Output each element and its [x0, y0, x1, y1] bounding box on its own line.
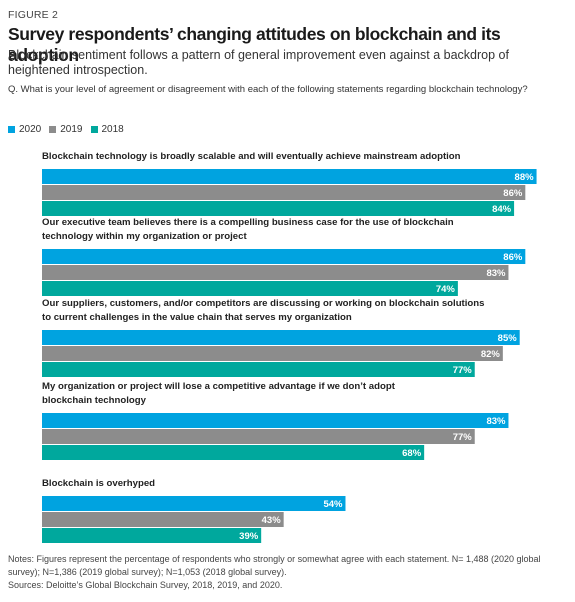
statement-label-line: Blockchain is overhyped — [42, 478, 155, 489]
bar-2018 — [42, 445, 425, 460]
chart-title: Survey respondents’ changing attitudes o… — [8, 24, 501, 65]
bar-2020 — [42, 249, 526, 264]
bar-2020 — [42, 169, 537, 184]
bar-value-label: 43% — [262, 515, 282, 526]
bar-2019 — [42, 429, 475, 444]
statement-label-line: My organization or project will lose a c… — [42, 381, 396, 392]
bar-value-label: 39% — [239, 531, 259, 542]
statement-label: Blockchain technology is broadly scalabl… — [42, 151, 461, 162]
notes-text: Notes: Figures represent the percentage … — [8, 554, 541, 577]
bar-value-label: 77% — [453, 432, 473, 443]
bar-2020 — [42, 413, 509, 428]
bar-chart: Blockchain technology is broadly scalabl… — [42, 151, 537, 543]
bar-value-label: 74% — [436, 284, 456, 295]
bar-2018 — [42, 528, 262, 543]
bar-value-label: 54% — [323, 499, 343, 510]
chart-notes: Notes: Figures represent the percentage … — [8, 553, 570, 592]
statement-label-line: Our suppliers, customers, and/or competi… — [42, 298, 484, 309]
legend-item-2020: 2020 — [8, 124, 41, 135]
chart-subtitle: Blockchain sentiment follows a pattern o… — [8, 48, 509, 77]
bar-2020 — [42, 496, 346, 511]
chart-legend: 2020 2019 2018 — [8, 124, 132, 135]
bar-2018 — [42, 281, 458, 296]
bar-2019 — [42, 346, 503, 361]
legend-swatch-2019 — [49, 126, 57, 133]
bar-value-label: 84% — [492, 204, 512, 215]
statement-label-line: Blockchain technology is broadly scalabl… — [42, 151, 461, 162]
bar-value-label: 83% — [486, 268, 506, 279]
bar-value-label: 83% — [486, 416, 506, 427]
statement-label: Our suppliers, customers, and/or competi… — [42, 298, 484, 323]
bar-2020 — [42, 330, 520, 345]
survey-question: Q. What is your level of agreement or di… — [8, 84, 528, 95]
legend-swatch-2020 — [8, 126, 15, 133]
legend-item-2019: 2019 — [49, 124, 83, 135]
bar-value-label: 86% — [503, 252, 523, 263]
bar-2018 — [42, 362, 475, 377]
legend-label-2020: 2020 — [19, 124, 42, 135]
statement-label: Blockchain is overhyped — [42, 478, 155, 489]
legend-label-2018: 2018 — [101, 124, 124, 135]
legend-swatch-2018 — [90, 126, 98, 133]
statement-label-line: to current challenges in the value chain… — [42, 312, 352, 323]
statement-label: Our executive team believes there is a c… — [42, 217, 454, 242]
figure-label: FIGURE 2 — [8, 9, 59, 21]
bar-2019 — [42, 265, 509, 280]
bar-2019 — [42, 512, 284, 527]
bar-value-label: 88% — [515, 172, 535, 183]
bar-value-label: 86% — [503, 188, 523, 199]
bar-value-label: 82% — [481, 349, 501, 360]
bar-value-label: 85% — [498, 333, 518, 344]
statement-label-line: technology within my organization or pro… — [42, 231, 247, 242]
statement-label: My organization or project will lose a c… — [42, 381, 396, 406]
statement-label-line: blockchain technology — [42, 395, 147, 406]
legend-label-2019: 2019 — [60, 124, 83, 135]
bar-value-label: 77% — [453, 365, 473, 376]
legend-item-2018: 2018 — [90, 124, 124, 135]
statement-label-line: Our executive team believes there is a c… — [42, 217, 454, 228]
sources-text: Sources: Deloitte’s Global Blockchain Su… — [8, 580, 283, 590]
bar-2019 — [42, 185, 526, 200]
bar-2018 — [42, 201, 515, 216]
bar-value-label: 68% — [402, 448, 422, 459]
